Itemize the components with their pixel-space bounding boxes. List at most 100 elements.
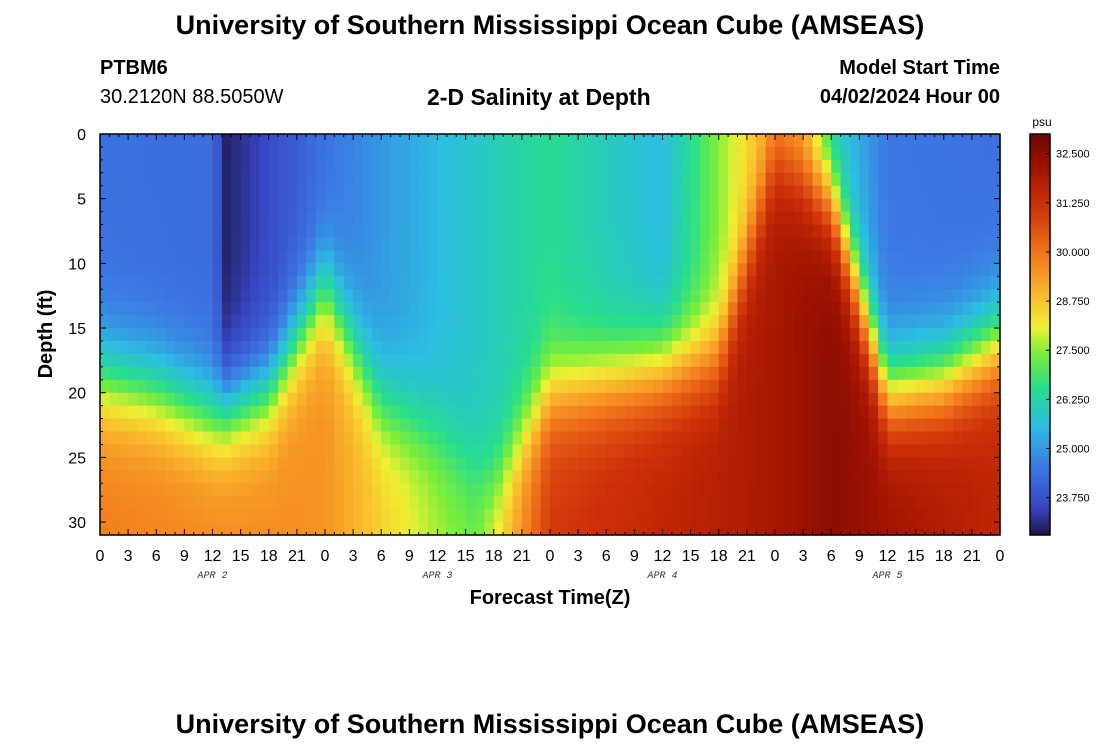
heatmap-cell — [193, 263, 204, 277]
heatmap-cell — [287, 276, 298, 290]
heatmap-cell — [315, 237, 326, 252]
heatmap-cell — [118, 418, 129, 433]
heatmap-cell — [718, 509, 729, 523]
heatmap-cell — [756, 522, 767, 536]
heatmap-cell — [681, 289, 692, 303]
heatmap-cell — [821, 366, 832, 381]
heatmap-cell — [578, 134, 589, 148]
heatmap-cell — [915, 276, 926, 290]
heatmap-cell — [943, 470, 954, 484]
heatmap-cell — [803, 211, 814, 226]
heatmap-cell — [203, 444, 214, 458]
heatmap-cell — [915, 134, 926, 148]
heatmap-cell — [671, 237, 682, 252]
heatmap-cell — [840, 379, 851, 394]
heatmap-cell — [681, 211, 692, 226]
heatmap-cell — [296, 522, 307, 536]
heatmap-cell — [784, 211, 795, 226]
heatmap-cell — [625, 237, 635, 252]
x-tick-label: 9 — [405, 548, 414, 565]
heatmap-cell — [784, 496, 795, 510]
heatmap-cell — [690, 172, 701, 187]
heatmap-cell — [915, 146, 926, 161]
heatmap-cell — [878, 159, 889, 174]
heatmap-cell — [353, 224, 364, 239]
heatmap-cell — [512, 470, 523, 484]
heatmap-cell — [475, 289, 485, 303]
heatmap-cell — [568, 496, 579, 510]
heatmap-cell — [550, 185, 560, 200]
heatmap-cell — [231, 457, 242, 471]
heatmap-cell — [109, 276, 120, 290]
heatmap-cell — [643, 340, 654, 355]
heatmap-cell — [409, 237, 420, 252]
heatmap-cell — [100, 483, 110, 497]
heatmap-cell — [653, 509, 664, 523]
heatmap-cell — [503, 366, 514, 381]
heatmap-cell — [915, 250, 926, 264]
heatmap-cell — [671, 522, 682, 536]
heatmap-cell — [128, 509, 139, 523]
x-tick-label: 15 — [682, 548, 700, 565]
heatmap-cell — [409, 198, 420, 213]
heatmap-cell — [231, 470, 242, 484]
heatmap-cell — [475, 353, 485, 368]
heatmap-cell — [606, 431, 617, 446]
heatmap-cell — [240, 405, 251, 420]
heatmap-cell — [718, 289, 729, 303]
heatmap-cell — [203, 470, 214, 484]
heatmap-cell — [268, 185, 279, 200]
heatmap-cell — [137, 146, 148, 161]
heatmap-cell — [240, 509, 251, 523]
heatmap-cell — [850, 444, 860, 458]
heatmap-cell — [475, 418, 485, 433]
heatmap-cell — [353, 289, 364, 303]
heatmap-cell — [418, 224, 429, 239]
x-axis-label: Forecast Time(Z) — [470, 587, 631, 609]
heatmap-cell — [418, 159, 429, 174]
heatmap-cell — [896, 470, 907, 484]
heatmap-cell — [915, 315, 926, 329]
heatmap-cell — [381, 379, 392, 394]
y-tick-label: 0 — [77, 127, 86, 144]
heatmap-cell — [765, 185, 776, 200]
heatmap-cell — [325, 134, 335, 148]
heatmap-cell — [643, 509, 654, 523]
heatmap-cell — [981, 418, 992, 433]
heatmap-cell — [737, 211, 748, 226]
heatmap-cell — [315, 250, 326, 264]
heatmap-cell — [446, 211, 457, 226]
heatmap-cell — [896, 392, 907, 407]
heatmap-cell — [268, 353, 279, 368]
heatmap-cell — [418, 509, 429, 523]
heatmap-cell — [634, 418, 645, 433]
heatmap-cell — [765, 198, 776, 213]
heatmap-cell — [221, 302, 232, 316]
heatmap-cell — [325, 340, 335, 355]
heatmap-cell — [184, 509, 195, 523]
heatmap-cell — [746, 276, 757, 290]
heatmap-cell — [437, 444, 448, 458]
heatmap-cell — [521, 315, 532, 329]
heatmap-cell — [250, 366, 260, 381]
heatmap-cell — [231, 224, 242, 239]
heatmap-cell — [390, 457, 401, 471]
heatmap-cell — [934, 250, 945, 264]
heatmap-cell — [878, 237, 889, 252]
heatmap-cell — [634, 224, 645, 239]
heatmap-cell — [943, 198, 954, 213]
heatmap-cell — [840, 134, 851, 148]
heatmap-cell — [446, 457, 457, 471]
heatmap-cell — [390, 353, 401, 368]
heatmap-cell — [775, 289, 785, 303]
heatmap-cell — [831, 522, 842, 536]
heatmap-cell — [840, 250, 851, 264]
heatmap-cell — [475, 405, 485, 420]
heatmap-cell — [859, 340, 870, 355]
heatmap-cell — [475, 198, 485, 213]
heatmap-cell — [343, 289, 354, 303]
heatmap-cell — [962, 392, 973, 407]
heatmap-cell — [625, 134, 635, 148]
heatmap-cell — [587, 172, 598, 187]
heatmap-cell — [296, 340, 307, 355]
